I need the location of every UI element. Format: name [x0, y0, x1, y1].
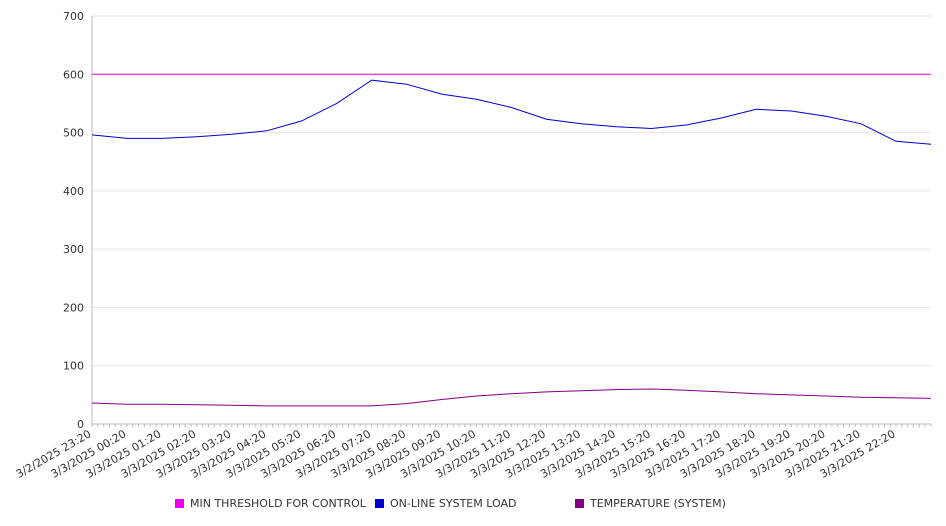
y-tick-label: 400 [63, 185, 84, 198]
y-tick-label: 500 [63, 127, 84, 140]
y-tick-label: 300 [63, 243, 84, 256]
y-tick-label: 100 [63, 360, 84, 373]
x-axis: 3/2/2025 23:203/3/2025 00:203/3/2025 01:… [14, 423, 932, 481]
legend-label: MIN THRESHOLD FOR CONTROL [190, 497, 366, 510]
legend-swatch [375, 499, 384, 508]
legend-item-threshold: MIN THRESHOLD FOR CONTROL [175, 497, 366, 510]
legend: MIN THRESHOLD FOR CONTROL ON-LINE SYSTEM… [0, 497, 946, 517]
legend-label: TEMPERATURE (SYSTEM) [590, 497, 726, 510]
y-axis: 0 100 200 300 400 500 600 700 [63, 10, 93, 431]
gridlines [92, 15, 931, 425]
y-tick-label: 700 [63, 10, 84, 23]
legend-label: ON-LINE SYSTEM LOAD [390, 497, 517, 510]
series-line-1 [91, 79, 932, 145]
legend-swatch [175, 499, 184, 508]
y-tick-label: 200 [63, 301, 84, 314]
legend-item-system-load: ON-LINE SYSTEM LOAD [375, 497, 516, 510]
legend-item-temperature: TEMPERATURE (SYSTEM) [575, 497, 726, 510]
legend-swatch [575, 499, 584, 508]
y-tick-label: 0 [77, 418, 84, 431]
series-line-2 [91, 388, 932, 407]
y-tick-label: 600 [63, 68, 84, 81]
series-lines [91, 73, 932, 407]
